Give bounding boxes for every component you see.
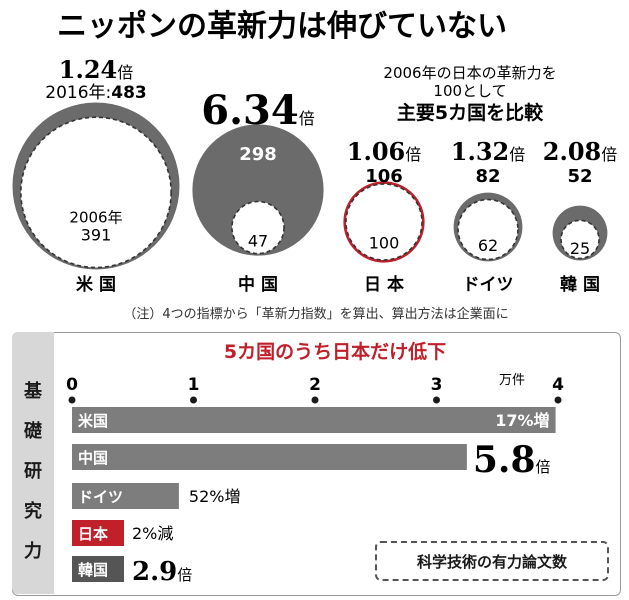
year-2006-label: 2006年 xyxy=(69,208,122,226)
basis-note: 2006年の日本の革新力を 100として 主要5カ国を比較 xyxy=(383,64,556,124)
country-label-3: ドイツ xyxy=(463,275,514,295)
value-2016-4: 52 xyxy=(567,166,592,187)
bar-category-1: 中国 xyxy=(78,449,108,467)
bar-annotation-1: 5.8倍 xyxy=(473,439,551,481)
bar-annotation-2: 52%増 xyxy=(189,487,241,506)
main-title: ニッポンの革新力は伸びていない xyxy=(57,9,507,44)
basis-note-line2: 100として xyxy=(433,82,506,100)
ratio-label-1: 6.34倍 xyxy=(201,87,314,134)
value-2016-3: 82 xyxy=(475,166,500,187)
bar-annotation-0: 17%増 xyxy=(495,411,549,430)
bar-1 xyxy=(72,444,467,470)
bubble-2006-0 xyxy=(20,116,172,269)
value-2006-3: 62 xyxy=(478,236,498,255)
country-label-0: 米 国 xyxy=(76,274,116,295)
side-label-char-0: 基 xyxy=(24,381,42,402)
bar-chart-title: 5カ国のうち日本だけ低下 xyxy=(224,340,446,363)
bar-tag-4 xyxy=(72,556,124,582)
side-label-char-3: 究 xyxy=(24,501,42,522)
bubble-2006-2 xyxy=(345,183,423,261)
tick-dot-0 xyxy=(68,396,76,404)
bar-2 xyxy=(72,483,179,509)
footnote: （注）4つの指標から「革新力指数」を算出、算出方法は企業面に xyxy=(123,306,508,322)
side-label: 基礎研究力 xyxy=(23,372,43,572)
bubble-2016-1 xyxy=(192,124,324,256)
bar-category-4: 韓国 xyxy=(78,561,108,579)
tick-label-2: 2 xyxy=(309,375,321,395)
bar-axis: 0 1 2 3 4 xyxy=(66,375,564,404)
bar-category-0: 米国 xyxy=(78,412,108,430)
basis-note-line3: 主要5カ国を比較 xyxy=(397,101,544,124)
side-label-char-2: 研 xyxy=(24,461,42,482)
bar-category-3: 日本 xyxy=(78,525,108,543)
tick-dot-1 xyxy=(190,396,197,404)
value-2016-0: 2016年:483 xyxy=(45,83,147,103)
bar-panel-sidebar xyxy=(12,332,54,594)
ratio-label-3: 1.32倍 xyxy=(451,137,525,166)
bubble-2006-1 xyxy=(231,200,285,255)
value-2016-1: 298 xyxy=(239,144,277,165)
ratio-label-0: 1.24倍 xyxy=(59,55,133,84)
tick-label-1: 1 xyxy=(188,375,200,395)
tick-label-0: 0 xyxy=(66,375,78,395)
side-label-char-1: 礎 xyxy=(24,421,42,442)
tick-dot-2 xyxy=(311,396,319,404)
bar-tag-3 xyxy=(72,520,124,546)
tick-label-4: 4 xyxy=(552,375,564,395)
country-label-2: 日 本 xyxy=(364,274,404,295)
value-2006-2: 100 xyxy=(369,234,400,253)
unit-label: 万件 xyxy=(499,373,525,388)
bar-annotation-3: 2%減 xyxy=(132,524,173,543)
basis-note-line1: 2006年の日本の革新力を xyxy=(383,64,556,82)
country-label-1: 中 国 xyxy=(238,274,278,295)
bar-legend: 科学技術の有力論文数 xyxy=(375,541,609,581)
bar-0 xyxy=(72,407,556,433)
ratio-label-2: 1.06倍 xyxy=(347,137,421,166)
ratio-label-4: 2.08倍 xyxy=(543,137,617,166)
side-label-char-4: 力 xyxy=(24,541,42,562)
bubble-2006-3 xyxy=(457,198,519,261)
bar-annotation-4: 2.9倍 xyxy=(132,557,192,587)
value-2006-1: 47 xyxy=(248,231,268,250)
value-2006-4: 25 xyxy=(570,239,590,258)
value-2006-0: 391 xyxy=(81,225,112,244)
tick-dot-4 xyxy=(554,396,562,404)
bar-category-2: ドイツ xyxy=(78,488,123,506)
tick-dot-3 xyxy=(433,396,440,404)
country-label-4: 韓 国 xyxy=(560,274,600,295)
value-2016-2: 106 xyxy=(365,166,403,187)
bubble-2006-4 xyxy=(560,219,600,260)
bar-legend-label: 科学技術の有力論文数 xyxy=(416,552,567,571)
tick-label-3: 3 xyxy=(431,375,443,395)
